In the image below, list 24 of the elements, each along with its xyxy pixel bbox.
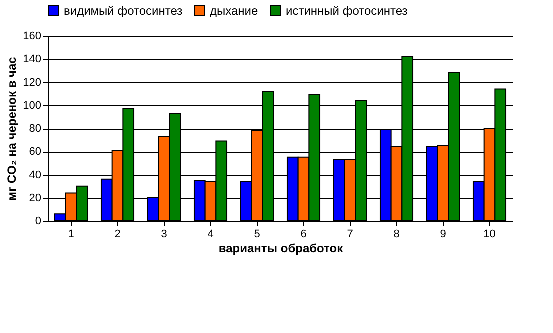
x-axis-title: варианты обработок bbox=[218, 242, 344, 256]
legend-label: истинный фотосинтез bbox=[286, 4, 408, 18]
x-tick-label: 5 bbox=[254, 228, 260, 240]
legend-label: видимый фотосинтез bbox=[64, 4, 184, 18]
y-tick-label: 0 bbox=[35, 216, 42, 228]
x-tick-label: 10 bbox=[484, 228, 496, 240]
y-tick-label: 160 bbox=[23, 30, 42, 42]
x-tick-label: 4 bbox=[208, 228, 214, 240]
y-tick-label: 80 bbox=[29, 123, 42, 135]
x-tick-label: 1 bbox=[68, 228, 74, 240]
y-tick-label: 120 bbox=[23, 76, 42, 89]
y-tick-label: 140 bbox=[23, 54, 42, 66]
x-tick-label: 6 bbox=[300, 228, 307, 240]
y-axis-title: мг CO₂ на черенок в час bbox=[5, 56, 20, 201]
x-tick-label: 3 bbox=[161, 228, 168, 240]
y-tick-label: 40 bbox=[29, 169, 42, 182]
x-tick-label: 2 bbox=[114, 228, 121, 240]
y-tick-label: 100 bbox=[23, 100, 42, 112]
y-tick-label: 60 bbox=[29, 146, 42, 158]
x-tick-label: 8 bbox=[394, 228, 400, 240]
x-tick-label: 7 bbox=[347, 228, 354, 240]
legend-label: дыхание bbox=[210, 4, 258, 18]
y-tick-label: 20 bbox=[29, 192, 42, 204]
x-tick-label: 9 bbox=[440, 228, 446, 240]
